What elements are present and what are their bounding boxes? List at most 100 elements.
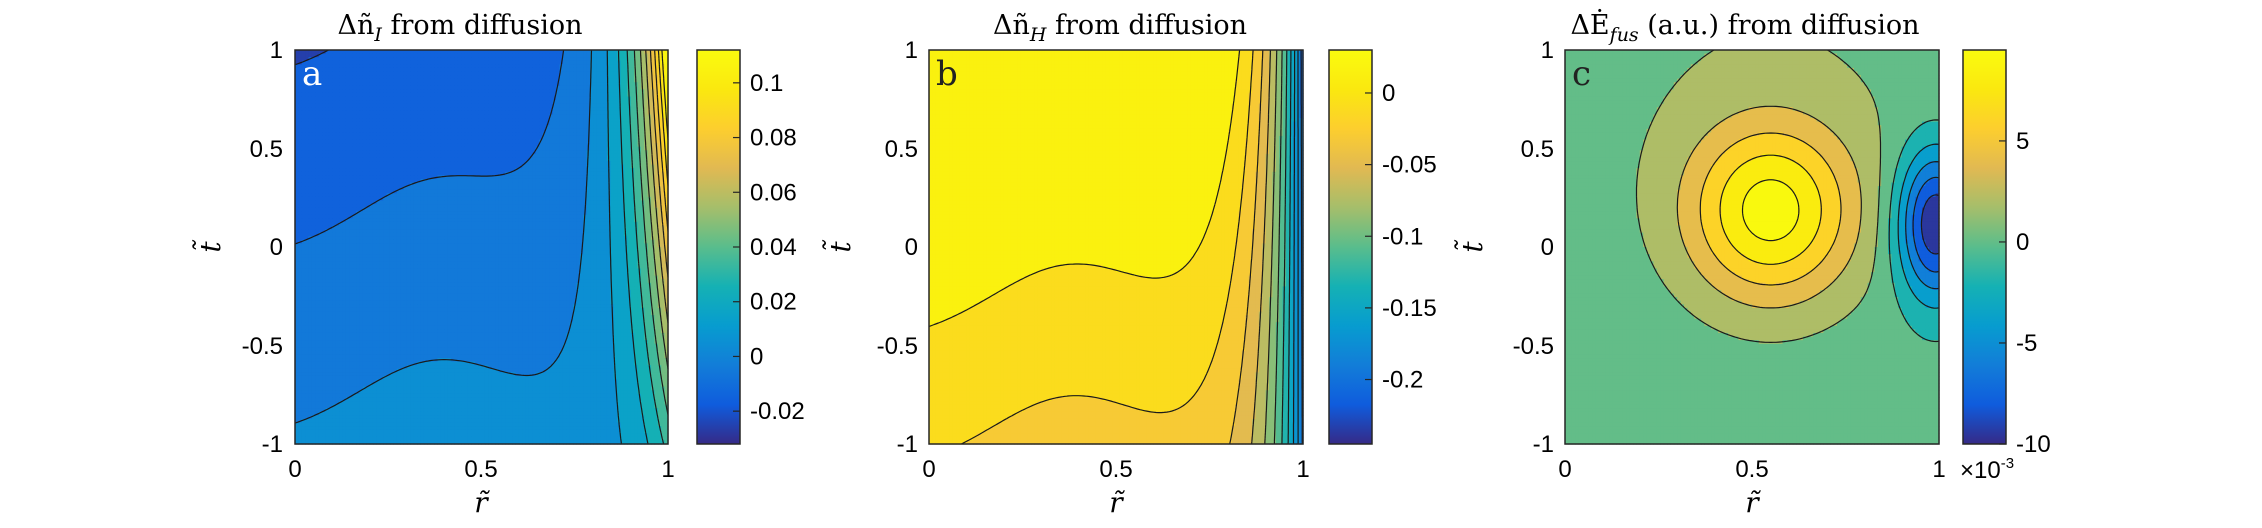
contour-cell <box>573 196 578 202</box>
contour-cell <box>295 118 299 123</box>
contour-cell <box>637 107 642 112</box>
contour-cell <box>345 67 350 73</box>
contour-cell <box>474 110 479 116</box>
contour-cell <box>583 85 588 90</box>
contour-cell <box>376 50 381 55</box>
contour-cell <box>352 57 357 62</box>
contour-cell <box>379 107 384 112</box>
contour-cell <box>389 125 394 130</box>
contour-cell <box>657 89 662 94</box>
contour-cell <box>389 89 394 94</box>
contour-cell <box>359 50 364 55</box>
contour-cell <box>349 96 354 101</box>
contour-cell <box>461 107 466 112</box>
contour-cell <box>406 50 411 55</box>
contour-cell <box>573 146 578 151</box>
contour-cell <box>410 67 415 73</box>
contour-cell <box>596 125 601 130</box>
contour-cell <box>481 92 486 98</box>
contour-cell <box>654 125 659 130</box>
contour-cell <box>474 85 479 90</box>
contour-cell <box>393 118 398 123</box>
contour-cell <box>623 125 628 130</box>
contour-cell <box>522 64 527 69</box>
contour-cell <box>379 60 384 65</box>
contour-cell <box>349 100 354 105</box>
contour-cell <box>311 50 316 55</box>
contour-cell <box>461 132 466 137</box>
contour-cell <box>379 96 384 101</box>
contour-cell <box>434 121 439 126</box>
contour-cell <box>644 85 649 90</box>
contour-cell <box>522 125 527 130</box>
contour-cell <box>413 121 418 126</box>
contour-cell <box>427 64 432 69</box>
contour-cell <box>437 64 442 69</box>
contour-cell <box>610 153 615 159</box>
contour-cell <box>440 78 445 83</box>
contour-cell <box>501 50 506 55</box>
contour-cell <box>298 121 303 126</box>
contour-cell <box>417 103 422 108</box>
contour-cell <box>501 75 506 80</box>
contour-cell <box>393 110 398 116</box>
contour-cell <box>413 57 418 62</box>
contour-cell <box>627 118 632 123</box>
contour-cell <box>417 92 422 98</box>
contour-cell <box>593 121 598 126</box>
contour-cell <box>298 82 303 87</box>
contour-cell <box>525 89 530 94</box>
contour-cell <box>627 121 632 126</box>
contour-cell <box>562 60 567 65</box>
contour-cell <box>535 150 540 155</box>
contour-cell <box>464 82 469 87</box>
contour-cell <box>454 96 459 101</box>
contour-cell <box>562 107 567 112</box>
contour-cell <box>583 125 588 130</box>
contour-cell <box>423 135 428 141</box>
contour-cell <box>576 107 581 112</box>
contour-cell <box>545 89 550 94</box>
contour-cell <box>501 64 506 69</box>
contour-cell <box>349 139 354 144</box>
contour-cell <box>369 75 374 80</box>
contour-cell <box>569 75 574 80</box>
contour-cell <box>369 85 374 90</box>
contour-cell <box>610 139 615 144</box>
contour-cell <box>295 53 299 58</box>
contour-cell <box>484 100 489 105</box>
contour-cell <box>430 71 435 76</box>
contour-cell <box>647 67 652 73</box>
contour-cell <box>335 118 340 123</box>
contour-cell <box>352 60 357 65</box>
contour-cell <box>596 71 601 76</box>
contour-cell <box>610 107 615 112</box>
contour-cell <box>457 121 462 126</box>
contour-cell <box>600 75 605 80</box>
contour-cell <box>379 121 384 126</box>
contour-cell <box>525 67 530 73</box>
contour-cell <box>430 125 435 130</box>
contour-cell <box>376 64 381 69</box>
contour-cell <box>532 107 537 112</box>
contour-cell <box>471 71 476 76</box>
contour-cell <box>586 78 591 83</box>
contour-cell <box>600 64 605 69</box>
contour-cell <box>481 53 486 58</box>
contour-cell <box>332 89 337 94</box>
contour-cell <box>610 82 615 87</box>
contour-cell <box>484 85 489 90</box>
contour-cell <box>403 64 408 69</box>
contour-cell <box>383 89 388 94</box>
contour-cell <box>644 96 649 101</box>
contour-cell <box>647 157 652 162</box>
contour-cell <box>369 100 374 105</box>
contour-cell <box>444 89 449 94</box>
contour-cell <box>464 67 469 73</box>
contour-cell <box>508 103 513 108</box>
contour-cell <box>454 125 459 130</box>
contour-cell <box>603 110 608 116</box>
contour-cell <box>532 64 537 69</box>
contour-cell <box>535 121 540 126</box>
contour-cell <box>545 85 550 90</box>
